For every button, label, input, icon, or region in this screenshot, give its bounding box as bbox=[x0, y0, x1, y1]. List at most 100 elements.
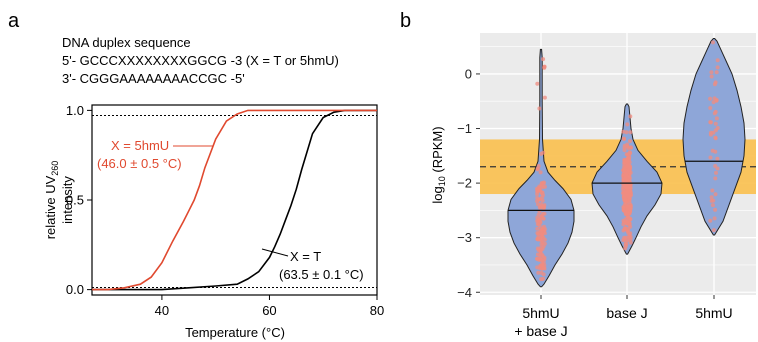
data-point bbox=[628, 235, 633, 239]
data-point bbox=[713, 121, 718, 126]
data-point bbox=[708, 218, 713, 223]
data-point bbox=[540, 203, 545, 208]
data-point bbox=[627, 193, 632, 198]
sequence-line-2: 3'- CGGGAAAAAAAACCGC -5' bbox=[62, 71, 245, 86]
data-point bbox=[540, 261, 545, 266]
data-point bbox=[539, 277, 544, 282]
data-point bbox=[535, 81, 540, 86]
data-point bbox=[623, 197, 628, 202]
data-point bbox=[708, 132, 713, 137]
y-tick-label: 0.0 bbox=[66, 282, 84, 297]
sequence-title: DNA duplex sequence bbox=[62, 35, 191, 50]
data-point bbox=[712, 82, 717, 87]
category-label-3: 5hmU bbox=[695, 305, 732, 321]
data-point bbox=[708, 120, 713, 125]
y-axis-label-a-line2: intensity bbox=[60, 176, 75, 224]
data-point bbox=[535, 196, 540, 200]
data-point bbox=[622, 137, 626, 141]
data-point bbox=[622, 148, 627, 153]
data-point bbox=[625, 219, 629, 224]
data-point bbox=[621, 208, 626, 213]
data-point bbox=[713, 164, 718, 168]
data-point bbox=[535, 189, 540, 194]
data-point bbox=[713, 128, 718, 133]
data-point bbox=[540, 198, 545, 203]
data-point bbox=[539, 151, 544, 156]
data-point bbox=[624, 164, 629, 169]
data-point bbox=[542, 231, 547, 236]
data-point bbox=[536, 248, 541, 252]
x-tick-label: 40 bbox=[155, 303, 169, 318]
y-tick-label: 1.0 bbox=[66, 103, 84, 118]
data-point bbox=[621, 205, 626, 210]
data-point bbox=[623, 246, 628, 251]
data-point bbox=[708, 106, 713, 110]
data-point bbox=[715, 65, 720, 70]
data-point bbox=[541, 57, 546, 62]
data-point bbox=[536, 270, 541, 275]
panel-b-letter: b bbox=[400, 10, 411, 32]
data-point bbox=[712, 96, 717, 101]
data-point bbox=[710, 148, 715, 153]
data-point bbox=[708, 96, 713, 101]
data-point bbox=[538, 257, 543, 262]
data-point bbox=[541, 216, 546, 221]
data-point bbox=[715, 156, 720, 161]
data-point bbox=[542, 64, 547, 69]
data-point bbox=[621, 190, 626, 195]
data-point bbox=[622, 168, 627, 173]
data-point bbox=[628, 189, 633, 194]
violin-plot: 0 −1 −2 −3 −4 bbox=[457, 33, 756, 300]
data-point bbox=[711, 228, 716, 233]
data-point bbox=[628, 231, 633, 236]
data-point bbox=[629, 145, 633, 150]
data-point bbox=[711, 40, 715, 45]
annotation-5hmu-tm: (46.0 ± 0.5 °C) bbox=[97, 156, 182, 171]
data-point bbox=[628, 170, 633, 175]
data-point bbox=[535, 222, 540, 227]
data-point bbox=[709, 70, 714, 75]
y-tick-label: 0.5 bbox=[66, 193, 84, 208]
data-point bbox=[536, 212, 541, 217]
data-point bbox=[621, 228, 626, 233]
data-point bbox=[627, 211, 632, 216]
sequence-line-1: 5'- GCCCXXXXXXXXGGCG -3 (X = T or 5hmU) bbox=[62, 53, 339, 68]
data-point bbox=[624, 242, 629, 246]
data-point bbox=[542, 95, 547, 100]
data-point bbox=[539, 242, 544, 246]
data-point bbox=[535, 199, 540, 204]
data-point bbox=[536, 232, 541, 237]
data-point bbox=[542, 211, 547, 216]
data-point bbox=[536, 235, 541, 240]
data-point bbox=[541, 181, 546, 186]
data-point bbox=[715, 58, 720, 63]
data-point bbox=[535, 167, 540, 172]
y-axis-label-a: relative UV260 bbox=[43, 161, 60, 240]
annotation-t-label: X = T bbox=[290, 249, 321, 264]
annotation-5hmu-label: X = 5hmU bbox=[111, 138, 169, 153]
data-point bbox=[713, 192, 718, 197]
y-tick-label: −3 bbox=[457, 230, 472, 245]
data-point bbox=[710, 203, 715, 208]
melting-curve-plot: 40 60 80 0.0 0.5 1.0 X = 5hmU (46.0 ± 0.5 °C)… bbox=[66, 103, 384, 318]
data-point bbox=[537, 253, 542, 258]
annotation-t-leader bbox=[261, 248, 289, 257]
y-tick-label: 0 bbox=[465, 66, 472, 81]
data-point bbox=[712, 216, 717, 221]
category-label-1: 5hmU bbox=[522, 305, 559, 321]
data-point bbox=[541, 272, 546, 277]
data-point bbox=[538, 170, 543, 175]
x-tick-label: 60 bbox=[262, 303, 276, 318]
data-point bbox=[535, 265, 540, 270]
category-label-2: base J bbox=[606, 305, 647, 321]
violins bbox=[507, 38, 746, 288]
annotation-t-tm: (63.5 ± 0.1 °C) bbox=[279, 267, 364, 282]
data-point bbox=[713, 109, 718, 114]
data-point bbox=[625, 152, 630, 157]
y-tick-label: −4 bbox=[457, 285, 472, 300]
data-point bbox=[624, 173, 629, 178]
data-point bbox=[709, 198, 714, 203]
data-point bbox=[713, 207, 718, 212]
data-point bbox=[625, 158, 630, 163]
